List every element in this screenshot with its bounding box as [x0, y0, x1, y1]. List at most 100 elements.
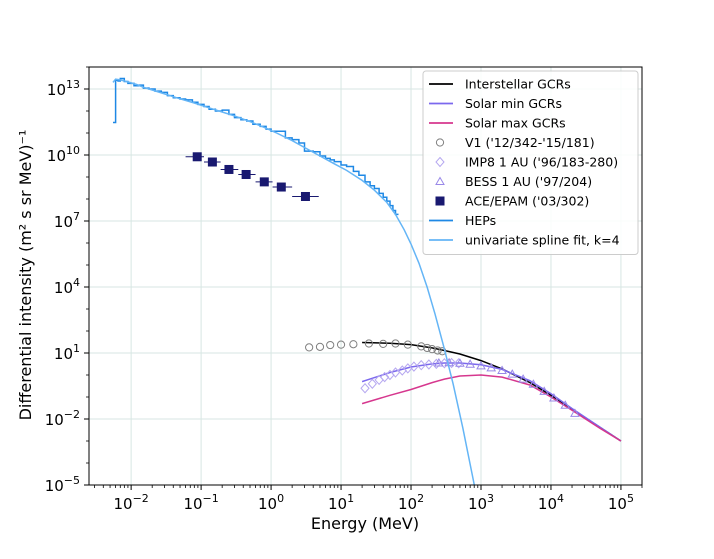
legend-marker [435, 196, 445, 206]
legend-label: Solar max GCRs [465, 116, 566, 131]
legend-entry: IMP8 1 AU ('96/183-280) [435, 155, 618, 170]
data-point [367, 378, 378, 390]
legend-marker [435, 156, 445, 168]
data-point [424, 359, 434, 370]
data-point [570, 408, 580, 417]
legend-label: V1 ('12/342-'15/181) [465, 135, 595, 150]
data-point [192, 152, 202, 162]
data-point [446, 357, 457, 369]
tick-layer: 10−2 10−1 100 101 102 103 104 105 10−5 10−2 101 104… [45, 66, 643, 513]
series-2 [361, 374, 622, 442]
y-tick-label: 101 [54, 342, 80, 363]
data-point [241, 169, 251, 179]
data-point [315, 342, 325, 351]
series-7 [113, 77, 399, 216]
series-step-line [113, 77, 399, 216]
y-tick-label: 10−5 [45, 474, 80, 495]
series-line [361, 374, 622, 442]
data-point [539, 386, 550, 395]
series-3 [305, 339, 447, 356]
series-5 [434, 357, 580, 417]
data-point [403, 340, 412, 349]
legend-label: BESS 1 AU ('97/204) [465, 174, 592, 189]
data-point [433, 346, 442, 355]
series-1 [361, 362, 622, 442]
plot-frame [88, 66, 643, 486]
data-point [486, 362, 497, 372]
data-point [224, 164, 234, 174]
y-tick-label: 104 [54, 276, 80, 297]
data-point [427, 345, 437, 354]
data-point [276, 182, 286, 192]
x-tick-label: 10−2 [113, 492, 148, 513]
legend-entry: BESS 1 AU ('97/204) [435, 174, 592, 189]
legend-entry: Solar min GCRs [429, 96, 562, 111]
y-axis-title: Differential intensity (m² s sr MeV)⁻¹ [16, 130, 35, 421]
data-point [259, 177, 269, 187]
legend-label: ACE/EPAM ('03/302) [465, 194, 589, 209]
data-point [528, 379, 539, 388]
x-tick-label: 100 [258, 492, 284, 513]
data-point [560, 400, 571, 409]
data-point [455, 358, 465, 367]
data-point [364, 339, 373, 348]
legend-entry: HEPs [429, 213, 496, 228]
data-point [438, 347, 447, 356]
y-tick-label: 10−2 [45, 408, 80, 429]
legend-entry: Solar max GCRs [429, 116, 566, 131]
data-point [416, 359, 426, 371]
data-point [379, 339, 388, 348]
series-8 [112, 78, 476, 485]
legend-label: univariate spline fit, k=4 [465, 233, 620, 248]
data-point [497, 365, 507, 375]
data-point [431, 358, 441, 370]
legend-label: HEPs [465, 213, 496, 228]
data-point [417, 342, 426, 351]
data-point [305, 343, 314, 352]
y-tick-label: 1010 [47, 144, 80, 165]
data-point [465, 359, 476, 368]
series-6 [185, 152, 319, 201]
y-tick-label: 1013 [47, 78, 80, 99]
legend-marker [435, 138, 445, 147]
x-axis-title: Energy (MeV) [311, 514, 419, 533]
legend: Interstellar GCRs Solar min GCRs Solar max… [422, 70, 639, 255]
x-tick-label: 102 [398, 492, 424, 513]
series-layer [112, 77, 622, 485]
data-point [300, 191, 310, 201]
legend-entry: V1 ('12/342-'15/181) [435, 135, 595, 150]
data-point [476, 360, 486, 370]
data-point [409, 361, 419, 372]
data-point [336, 340, 346, 349]
x-tick-label: 103 [468, 492, 494, 513]
data-point [349, 340, 358, 349]
data-point [391, 339, 400, 348]
legend-box [422, 70, 639, 255]
data-point [434, 358, 444, 367]
legend-entry: univariate spline fit, k=4 [429, 233, 620, 248]
data-point [326, 340, 335, 350]
y-tick-label: 107 [54, 210, 80, 231]
legend-label: Interstellar GCRs [465, 77, 571, 92]
data-point [507, 369, 518, 378]
legend-entry: Interstellar GCRs [429, 77, 571, 92]
legend-entry: ACE/EPAM ('03/302) [435, 194, 589, 209]
x-tick-label: 101 [328, 492, 354, 513]
legend-label: Solar min GCRs [465, 96, 562, 111]
legend-marker [435, 176, 445, 185]
series-line [361, 362, 622, 442]
x-tick-label: 104 [538, 492, 564, 513]
data-point [207, 157, 217, 167]
x-tick-label: 105 [608, 492, 634, 513]
data-point [379, 371, 390, 383]
x-tick-label: 10−1 [183, 492, 218, 513]
series-line [112, 78, 476, 485]
data-point [518, 374, 528, 383]
data-point [423, 343, 432, 353]
legend-label: IMP8 1 AU ('96/183-280) [465, 155, 618, 170]
series-4 [360, 357, 464, 394]
data-point [360, 382, 370, 394]
data-point [548, 392, 559, 402]
